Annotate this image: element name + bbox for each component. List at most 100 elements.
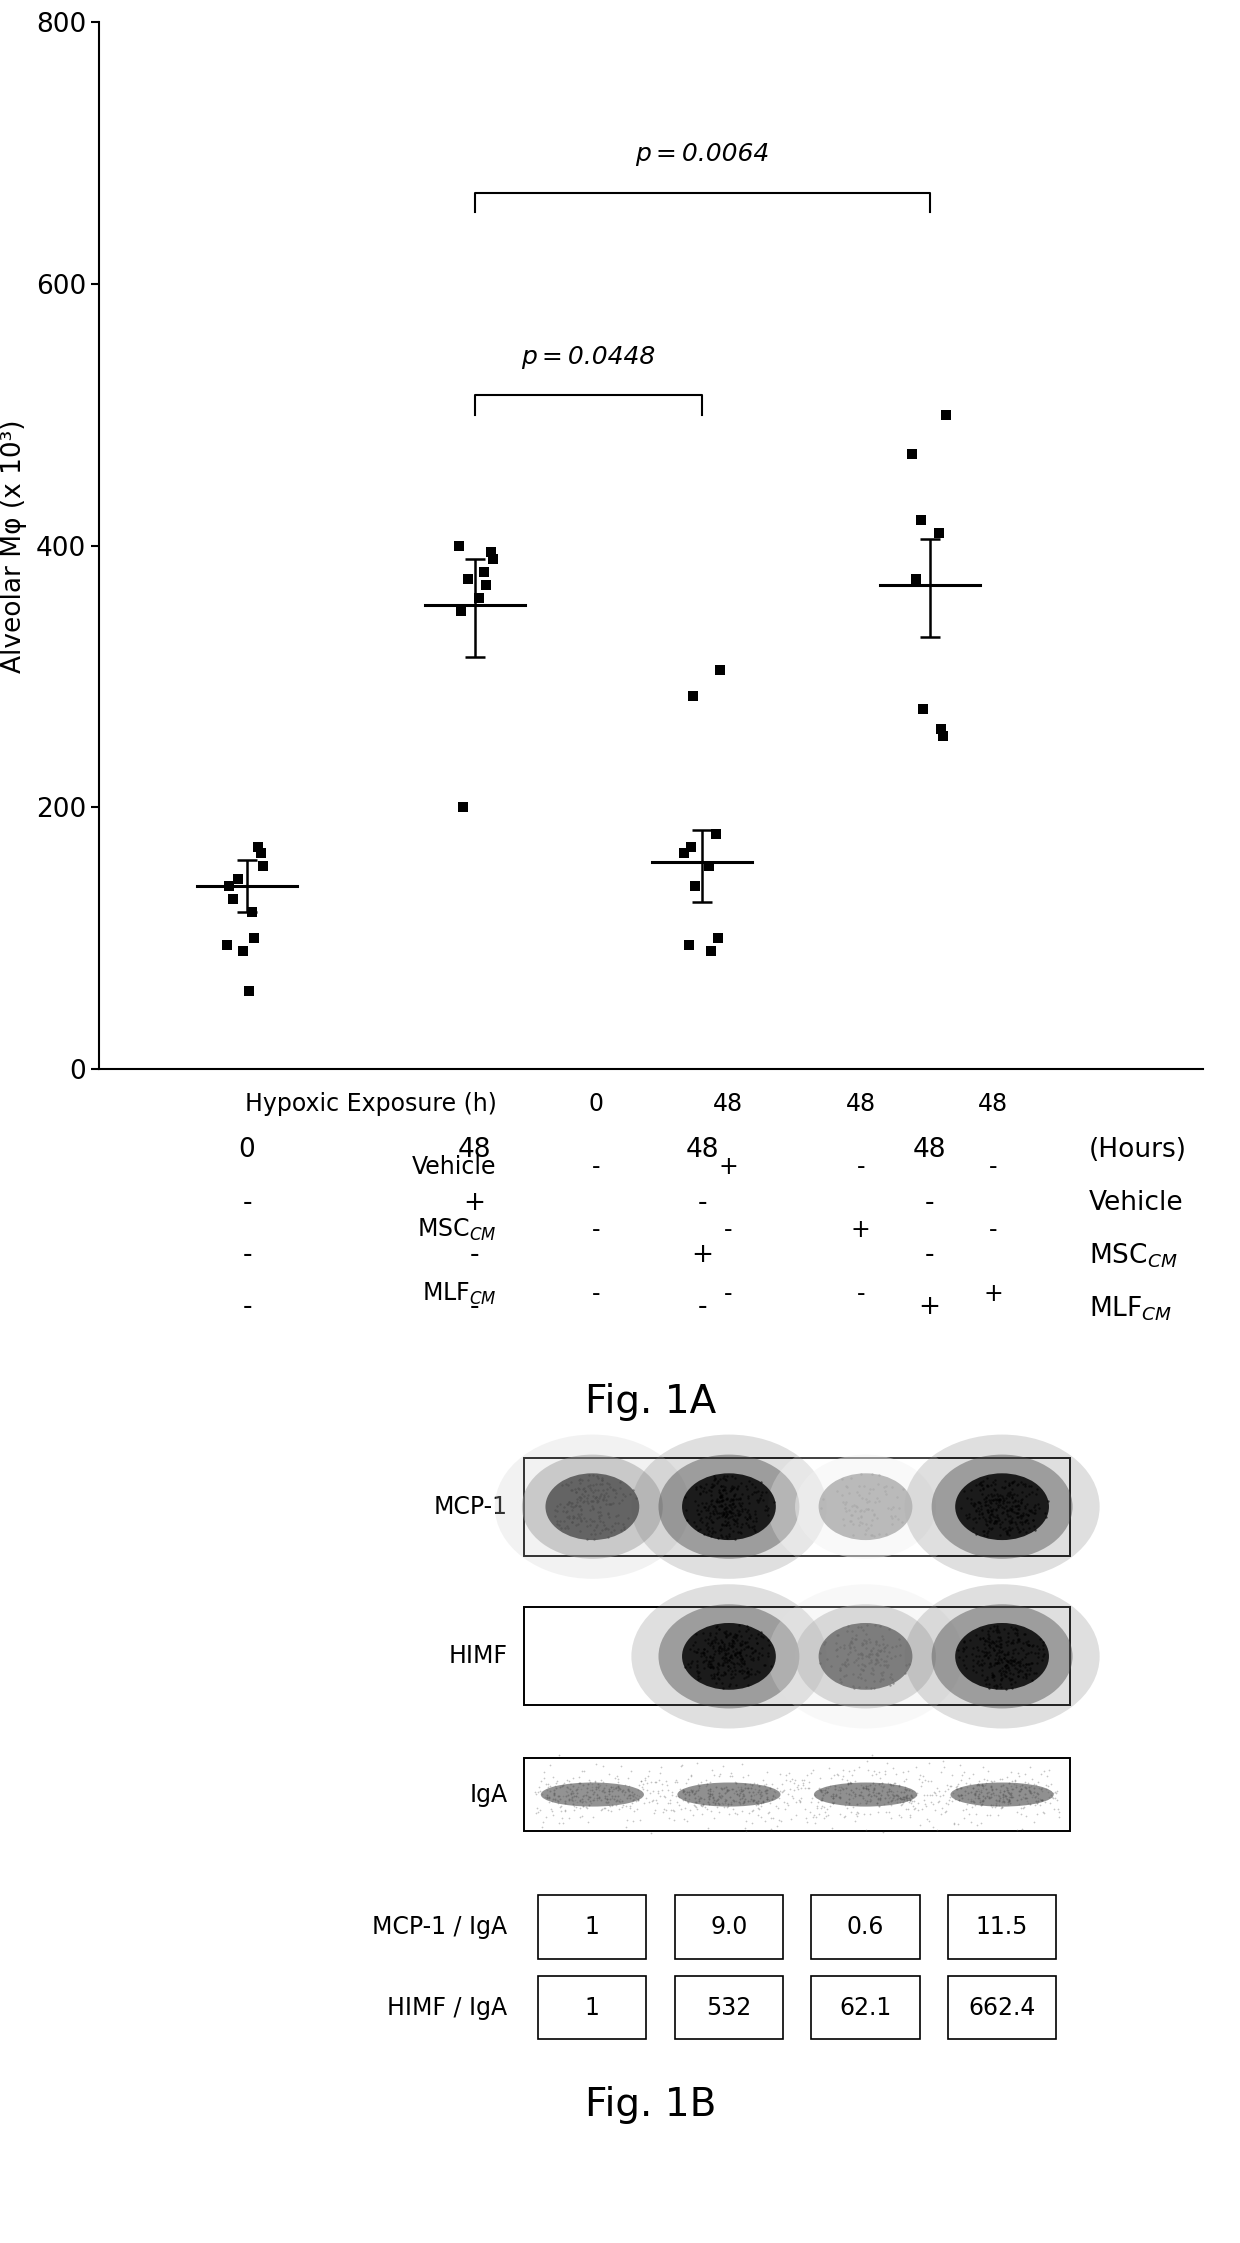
Point	[738, 1658, 758, 1693]
Point	[1002, 1767, 1022, 1803]
Point	[714, 1492, 734, 1527]
Point	[854, 1662, 874, 1698]
Point	[620, 1790, 640, 1826]
Point	[707, 1790, 727, 1826]
Point	[817, 1774, 837, 1810]
Point	[992, 1644, 1012, 1680]
Point	[575, 1474, 595, 1510]
Point	[831, 1664, 851, 1700]
Point	[713, 1671, 733, 1707]
Point	[606, 1770, 626, 1806]
Point	[1011, 1644, 1030, 1680]
Point	[941, 1767, 961, 1803]
Point	[533, 1754, 553, 1790]
Point	[541, 1792, 560, 1828]
Point	[608, 1781, 627, 1817]
Point	[599, 1485, 619, 1521]
Point	[825, 1756, 844, 1792]
Point	[703, 1649, 723, 1684]
Point	[729, 1635, 749, 1671]
Point	[722, 1785, 742, 1821]
Point	[709, 1610, 729, 1646]
Ellipse shape	[955, 1624, 1049, 1689]
Point	[753, 1631, 773, 1667]
Point	[733, 1779, 753, 1815]
Point	[1009, 1776, 1029, 1812]
Point	[686, 1783, 706, 1819]
Point	[880, 1492, 900, 1527]
Point	[719, 1516, 739, 1552]
Point	[673, 1774, 693, 1810]
Point	[986, 1492, 1006, 1527]
Text: -: -	[591, 1281, 600, 1305]
Point	[1009, 1514, 1029, 1550]
Point	[675, 1776, 694, 1812]
Point	[980, 1483, 999, 1519]
Point	[999, 1776, 1019, 1812]
Point	[949, 1781, 968, 1817]
Point	[585, 1478, 605, 1514]
Point	[698, 1649, 718, 1684]
Point	[734, 1644, 754, 1680]
Point	[738, 1478, 758, 1514]
Point	[751, 1476, 771, 1512]
Point	[838, 1635, 858, 1671]
Point	[844, 1644, 864, 1680]
Point	[968, 1781, 988, 1817]
Bar	[949, 1895, 1056, 1958]
Point	[575, 1776, 595, 1812]
Point	[584, 1503, 604, 1539]
Point	[596, 1767, 616, 1803]
Point	[952, 1633, 972, 1669]
Point	[714, 1653, 734, 1689]
Point	[732, 1492, 751, 1527]
Point	[1033, 1781, 1053, 1817]
Point	[717, 1498, 737, 1534]
Point	[720, 1640, 740, 1676]
Point	[738, 1494, 758, 1530]
Point	[963, 1770, 983, 1806]
Point	[537, 1765, 557, 1801]
Point	[693, 1615, 713, 1651]
Point	[983, 1505, 1003, 1541]
Point	[839, 1781, 859, 1817]
Point	[981, 1501, 1001, 1536]
Point	[971, 1622, 991, 1658]
Point	[861, 1633, 880, 1669]
Point	[554, 1489, 574, 1525]
Point	[474, 554, 494, 590]
Point	[697, 1767, 717, 1803]
Point	[831, 1770, 851, 1806]
Text: 662.4: 662.4	[968, 1996, 1035, 2019]
Point	[667, 1783, 687, 1819]
Point	[692, 1469, 712, 1505]
Point	[990, 1633, 1009, 1669]
Point	[925, 1774, 945, 1810]
Point	[723, 1792, 743, 1828]
Point	[1001, 1505, 1021, 1541]
Point	[610, 1772, 630, 1808]
Point	[1011, 1797, 1030, 1833]
Point	[959, 1761, 978, 1797]
Point	[980, 1781, 999, 1817]
Point	[585, 1465, 605, 1501]
Point	[901, 1772, 921, 1808]
Point	[848, 1501, 868, 1536]
Point	[746, 1501, 766, 1536]
Point	[833, 1501, 853, 1536]
Point	[614, 1776, 634, 1812]
Point	[1025, 1779, 1045, 1815]
Point	[1035, 1496, 1055, 1532]
Point	[722, 1485, 742, 1521]
Point	[715, 1480, 735, 1516]
Point	[993, 1640, 1013, 1676]
Ellipse shape	[541, 1783, 644, 1806]
Point	[681, 1644, 701, 1680]
Point	[686, 1483, 706, 1519]
Point	[892, 1774, 911, 1810]
Point	[730, 1637, 750, 1673]
Point	[851, 1503, 870, 1539]
Point	[579, 1458, 599, 1494]
Point	[982, 1658, 1002, 1693]
Point	[894, 1781, 914, 1817]
